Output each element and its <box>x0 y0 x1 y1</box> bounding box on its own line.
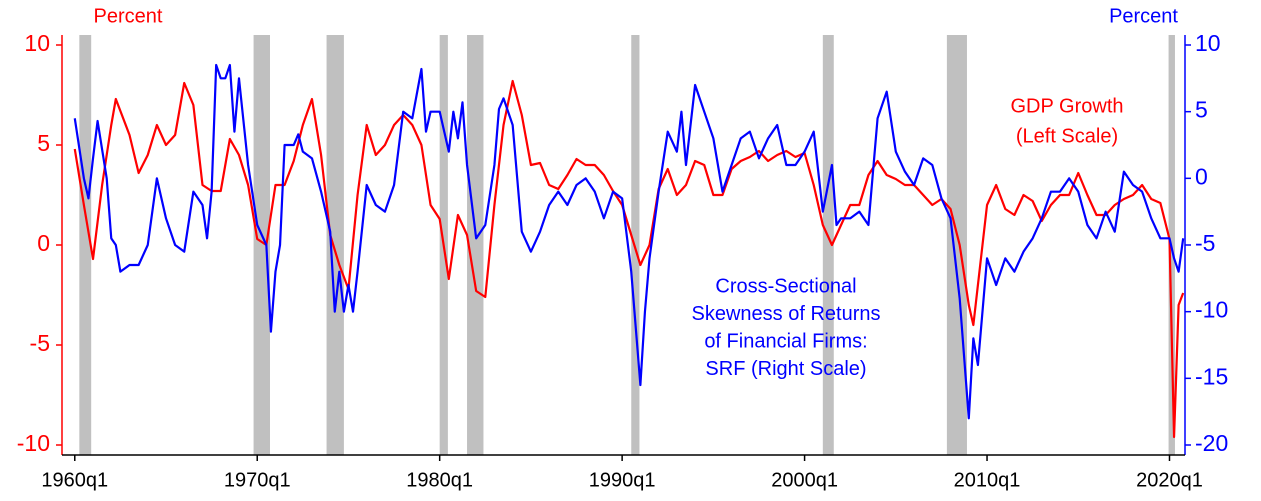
y2-tick-label: 10 <box>1195 30 1221 56</box>
x-tick-label: 2000q1 <box>771 469 838 491</box>
x-tick-label: 1970q1 <box>224 469 291 491</box>
recession-band <box>253 35 270 455</box>
recession-band <box>946 35 967 455</box>
x-tick-label: 2010q1 <box>954 469 1021 491</box>
x-tick-label: 2020q1 <box>1136 469 1203 491</box>
y-tick-label: 0 <box>37 230 50 256</box>
series-line <box>73 79 1185 439</box>
y2-tick-label: 5 <box>1195 97 1208 123</box>
series-line <box>73 63 1185 420</box>
y2-tick-label: 0 <box>1195 163 1208 189</box>
annotation: Cross-Sectional <box>715 275 856 297</box>
y-tick-label: -10 <box>17 430 50 456</box>
y2-tick-label: -20 <box>1195 430 1228 456</box>
y-tick-label: -5 <box>30 330 50 356</box>
left-axis-unit: Percent <box>94 5 163 27</box>
recession-band <box>822 35 834 455</box>
y2-tick-label: -5 <box>1195 230 1215 256</box>
right-axis-unit: Percent <box>1109 5 1178 27</box>
x-tick-label: 1980q1 <box>406 469 473 491</box>
annotation: GDP Growth <box>1011 95 1124 117</box>
annotation: of Financial Firms: <box>704 330 867 352</box>
x-tick-label: 1960q1 <box>41 469 108 491</box>
recession-band <box>326 35 344 455</box>
y-tick-label: 5 <box>37 130 50 156</box>
x-tick-label: 1990q1 <box>589 469 656 491</box>
y2-tick-label: -15 <box>1195 363 1228 389</box>
annotation: SRF (Right Scale) <box>705 358 866 380</box>
annotation: (Left Scale) <box>1016 125 1118 147</box>
annotation: Skewness of Returns <box>692 303 881 325</box>
recession-band <box>467 35 484 455</box>
y-tick-label: 10 <box>24 30 50 56</box>
recession-band <box>79 35 92 455</box>
y2-tick-label: -10 <box>1195 297 1228 323</box>
